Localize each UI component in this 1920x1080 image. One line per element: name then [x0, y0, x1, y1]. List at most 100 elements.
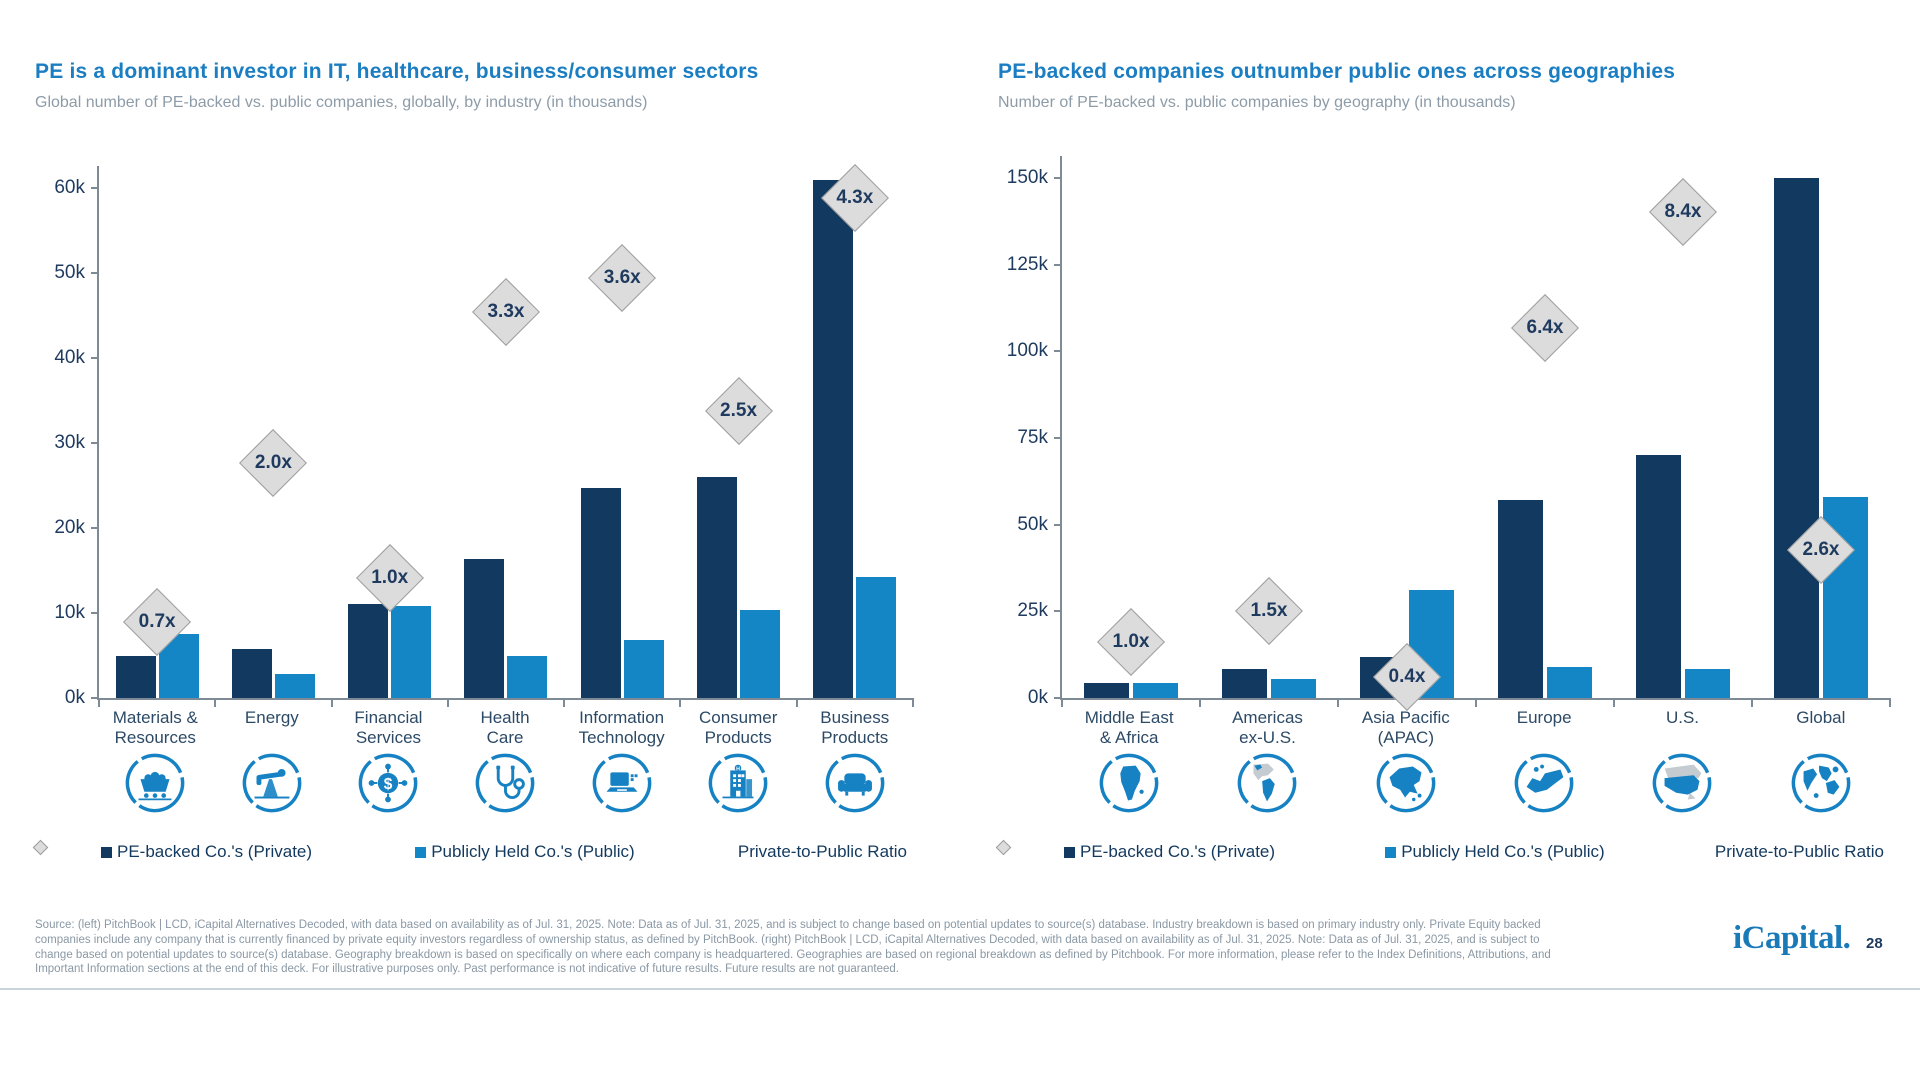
bottom-divider — [0, 988, 1920, 990]
legend: PE-backed Co.'s (Private) Publicly Held … — [32, 839, 913, 862]
legend-label: PE-backed Co.'s (Private) — [1080, 842, 1276, 861]
y-tick-mark — [1054, 437, 1062, 439]
plot: 1.0x 1.5x 0.4x 6.4x 8.4x 2.6x — [1054, 156, 1891, 712]
category-label: Energy — [244, 708, 299, 727]
source-footnote: Source: (left) PitchBook | LCD, iCapital… — [35, 918, 1703, 977]
ratio-value: 0.7x — [138, 610, 176, 632]
oil-pump-icon — [214, 752, 331, 819]
us-map-icon — [1613, 752, 1751, 819]
bar-group: 3.3x — [448, 166, 564, 698]
bar-public — [1271, 678, 1316, 698]
bar-public — [1133, 683, 1178, 698]
ratio-value: 3.6x — [603, 267, 641, 289]
bar-group: 2.6x — [1752, 156, 1890, 698]
bar-group: 0.4x — [1338, 156, 1476, 712]
x-tick-mark — [1612, 698, 1615, 707]
category-label: Financial Services — [354, 708, 423, 747]
legend: PE-backed Co.'s (Private) Publicly Held … — [995, 839, 1890, 862]
footer-line: change based on potential updates to sou… — [35, 948, 1551, 961]
chart-subtitle: Number of PE-backed vs. public companies… — [998, 94, 1516, 111]
legend-label: Publicly Held Co.'s (Public) — [1401, 842, 1605, 861]
y-tick-label: 30k — [54, 432, 85, 453]
bar-public — [1547, 667, 1592, 698]
legend-label: Private-to-Public Ratio — [1714, 842, 1884, 861]
mining-cart-icon — [97, 752, 214, 819]
y-tick-mark — [91, 697, 99, 699]
y-tick-label: 60k — [54, 177, 85, 198]
ratio-value: 0.4x — [1388, 666, 1426, 688]
svg-text:$: $ — [384, 776, 393, 793]
ratio-value: 1.0x — [371, 567, 409, 589]
category-icons-row: $ H — [35, 752, 913, 819]
bar-group: 4.3x — [797, 164, 913, 698]
y-tick-label: 10k — [54, 602, 85, 623]
page-number: 28 — [1866, 935, 1883, 952]
bar-private — [231, 648, 272, 698]
category-label: Middle East & Africa — [1084, 708, 1174, 747]
chart-subtitle: Global number of PE-backed vs. public co… — [35, 94, 648, 111]
y-tick-label: 50k — [54, 262, 85, 283]
bar-public — [856, 577, 897, 698]
bar-public — [1685, 669, 1730, 698]
x-tick-mark — [98, 698, 100, 707]
category-label: Europe — [1516, 708, 1572, 727]
geography-chart: PE-backed companies outnumber public one… — [995, 0, 1891, 920]
private-swatch-icon — [101, 846, 112, 858]
legend-item-public: Publicly Held Co.'s (Public) — [415, 842, 635, 862]
x-tick-mark — [1751, 698, 1753, 707]
y-tick-label: 0k — [64, 687, 85, 708]
y-tick-mark — [91, 527, 99, 529]
x-tick-mark — [214, 698, 217, 707]
y-axis: 0k 10k 20k 30k 40k 50k 60k — [35, 166, 97, 708]
y-tick-label: 125k — [1006, 253, 1048, 275]
bar-group: 3.6x — [564, 166, 680, 698]
category-label: Americas ex-U.S. — [1232, 708, 1303, 747]
x-axis-ticks — [98, 698, 914, 707]
legend-item-ratio: Private-to-Public Ratio — [32, 839, 907, 862]
bar-public — [623, 640, 664, 698]
y-tick-label: 40k — [54, 347, 85, 368]
footer-line: companies include any company that is cu… — [35, 933, 1540, 946]
legend-label: PE-backed Co.'s (Private) — [117, 842, 313, 861]
public-swatch-icon — [415, 846, 427, 858]
y-tick-mark — [1054, 523, 1062, 526]
bar-private — [1222, 669, 1267, 698]
ratio-value: 3.3x — [487, 301, 525, 323]
x-tick-mark — [1475, 698, 1477, 707]
y-tick-mark — [91, 187, 99, 189]
bar-private — [697, 477, 738, 698]
category-label: Health Care — [480, 708, 530, 747]
y-tick-mark — [1054, 350, 1062, 353]
category-label: U.S. — [1665, 708, 1699, 727]
bar-public — [391, 606, 432, 698]
sofa-icon — [796, 752, 913, 819]
category-labels-row: Materials & Resources Energy Financial Servi… — [35, 708, 913, 748]
bar-private — [348, 603, 389, 698]
bar-private — [1636, 455, 1681, 698]
bar-group: 2.5x — [680, 166, 796, 698]
bar-private — [1774, 178, 1819, 698]
x-tick-mark — [912, 698, 914, 707]
legend-label: Publicly Held Co.'s (Public) — [431, 842, 635, 861]
category-labels-row: Middle East & Africa Americas ex-U.S. Asia P… — [998, 708, 1890, 748]
chart-title: PE-backed companies outnumber public one… — [998, 60, 1676, 83]
y-tick-label: 50k — [1017, 513, 1048, 535]
americas-map-icon — [1198, 752, 1336, 819]
bar-group: 1.0x — [1062, 156, 1200, 698]
x-tick-mark — [795, 698, 798, 707]
africa-map-icon — [1060, 752, 1198, 819]
bar-group: 6.4x — [1476, 156, 1614, 698]
plot-area: 0k 25k 50k 75k 100k 125k 150k 1.0x 1.5x 0.4x 6.4x… — [998, 156, 1891, 712]
plot-area: 0k 10k 20k 30k 40k 50k 60k 0.7x 2.0x 1.0x 3.3x 3.6… — [35, 164, 914, 708]
dollar-network-icon: $ — [330, 752, 447, 819]
bar-group: 1.0x — [332, 166, 448, 698]
category-label: Information Technology — [578, 708, 665, 747]
public-swatch-icon — [1385, 846, 1397, 858]
bar-private — [813, 179, 854, 698]
ratio-value: 1.0x — [1112, 630, 1150, 652]
ratio-value: 2.0x — [254, 452, 292, 474]
ratio-value: 1.5x — [1250, 600, 1288, 622]
bar-public — [507, 656, 548, 698]
x-tick-mark — [1889, 698, 1891, 707]
legend-item-ratio: Private-to-Public Ratio — [995, 839, 1884, 862]
